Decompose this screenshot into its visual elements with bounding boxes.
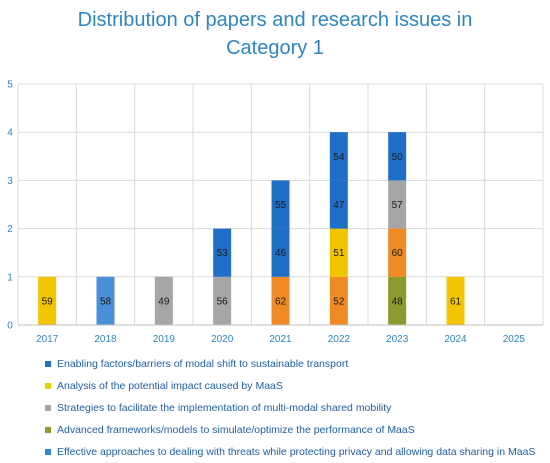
segment-value-label: 50 [392,152,404,163]
chart-title: Distribution of papers and research issu… [0,6,550,62]
legend-item: Analysis of the potential impact caused … [45,375,545,397]
segment-value-label: 52 [333,296,345,307]
x-tick-label: 2018 [94,334,117,345]
legend-label: Effective approaches to dealing with thr… [57,446,536,458]
legend-label: Advanced frameworks/models to simulate/o… [57,424,415,436]
y-tick-label: 5 [7,80,13,91]
bar-segment-2023 [388,132,407,181]
bar-segment-2022 [329,228,348,277]
y-tick-label: 4 [7,128,13,139]
segment-value-label: 58 [100,296,112,307]
y-tick-label: 3 [7,176,13,187]
x-tick-label: 2025 [503,334,526,345]
segment-value-label: 53 [217,248,229,259]
axes: 0 1 2 3 4 5 2017 2018 2019 2020 2021 2022 2023 2024 20… [7,80,543,345]
x-tick-label: 2019 [153,334,176,345]
legend: Enabling factors/barriers of modal shift… [45,353,545,463]
bar-segment-2023 [388,180,407,229]
segment-value-label: 47 [333,200,345,211]
legend-swatch [45,383,51,389]
bar-segment-2019 [154,276,173,325]
bar-segment-2020 [213,228,232,277]
y-tick-label: 2 [7,224,13,235]
legend-swatch [45,405,51,411]
segment-value-label: 48 [392,296,404,307]
segment-value-label: 62 [275,296,287,307]
bar-segment-2017 [38,276,57,325]
legend-item: Enabling factors/barriers of modal shift… [45,353,545,375]
bar-segment-2021 [271,180,290,229]
x-tick-label: 2022 [328,334,351,345]
legend-label: Analysis of the potential impact caused … [57,380,283,392]
legend-item: Advanced frameworks/models to simulate/o… [45,419,545,441]
chart-title-line-2: Category 1 [226,37,324,59]
bar-segment-2021 [271,228,290,277]
segment-value-label: 57 [392,200,404,211]
bar-segment-2022 [329,276,348,325]
bar-segment-2020 [213,276,232,325]
bar-segment-2024 [446,276,465,325]
bar-segment-2023 [388,276,407,325]
segment-value-label: 55 [275,200,287,211]
legend-swatch [45,427,51,433]
y-tick-label: 0 [7,321,13,332]
segment-value-label: 46 [275,248,287,259]
x-tick-label: 2020 [211,334,234,345]
legend-swatch [45,361,51,367]
segment-labels: 59 58 49 56 53 62 46 55 52 51 47 54 48 60 57 50 61 [42,152,462,308]
segment-value-label: 56 [217,296,229,307]
legend-item: Effective approaches to dealing with thr… [45,441,545,463]
segment-value-label: 54 [333,152,345,163]
chart-title-line-1: Distribution of papers and research issu… [77,9,473,31]
legend-label: Enabling factors/barriers of modal shift… [57,358,349,370]
segment-value-label: 61 [450,296,462,307]
y-tick-label: 1 [7,272,13,283]
bar-segments [38,132,465,325]
bar-segment-2018 [96,276,115,325]
legend-swatch [45,449,51,455]
x-tick-label: 2017 [36,334,59,345]
bar-segment-2022 [329,180,348,229]
x-tick-label: 2021 [269,334,292,345]
x-tick-label: 2023 [386,334,409,345]
segment-value-label: 51 [333,248,345,259]
bar-segment-2023 [388,228,407,277]
bar-segment-2021 [271,276,290,325]
legend-item: Strategies to facilitate the implementat… [45,397,545,419]
segment-value-label: 59 [42,296,54,307]
x-tick-label: 2024 [444,334,467,345]
legend-label: Strategies to facilitate the implementat… [57,402,392,414]
segment-value-label: 60 [392,248,404,259]
bar-segment-2022 [329,132,348,181]
segment-value-label: 49 [158,296,170,307]
